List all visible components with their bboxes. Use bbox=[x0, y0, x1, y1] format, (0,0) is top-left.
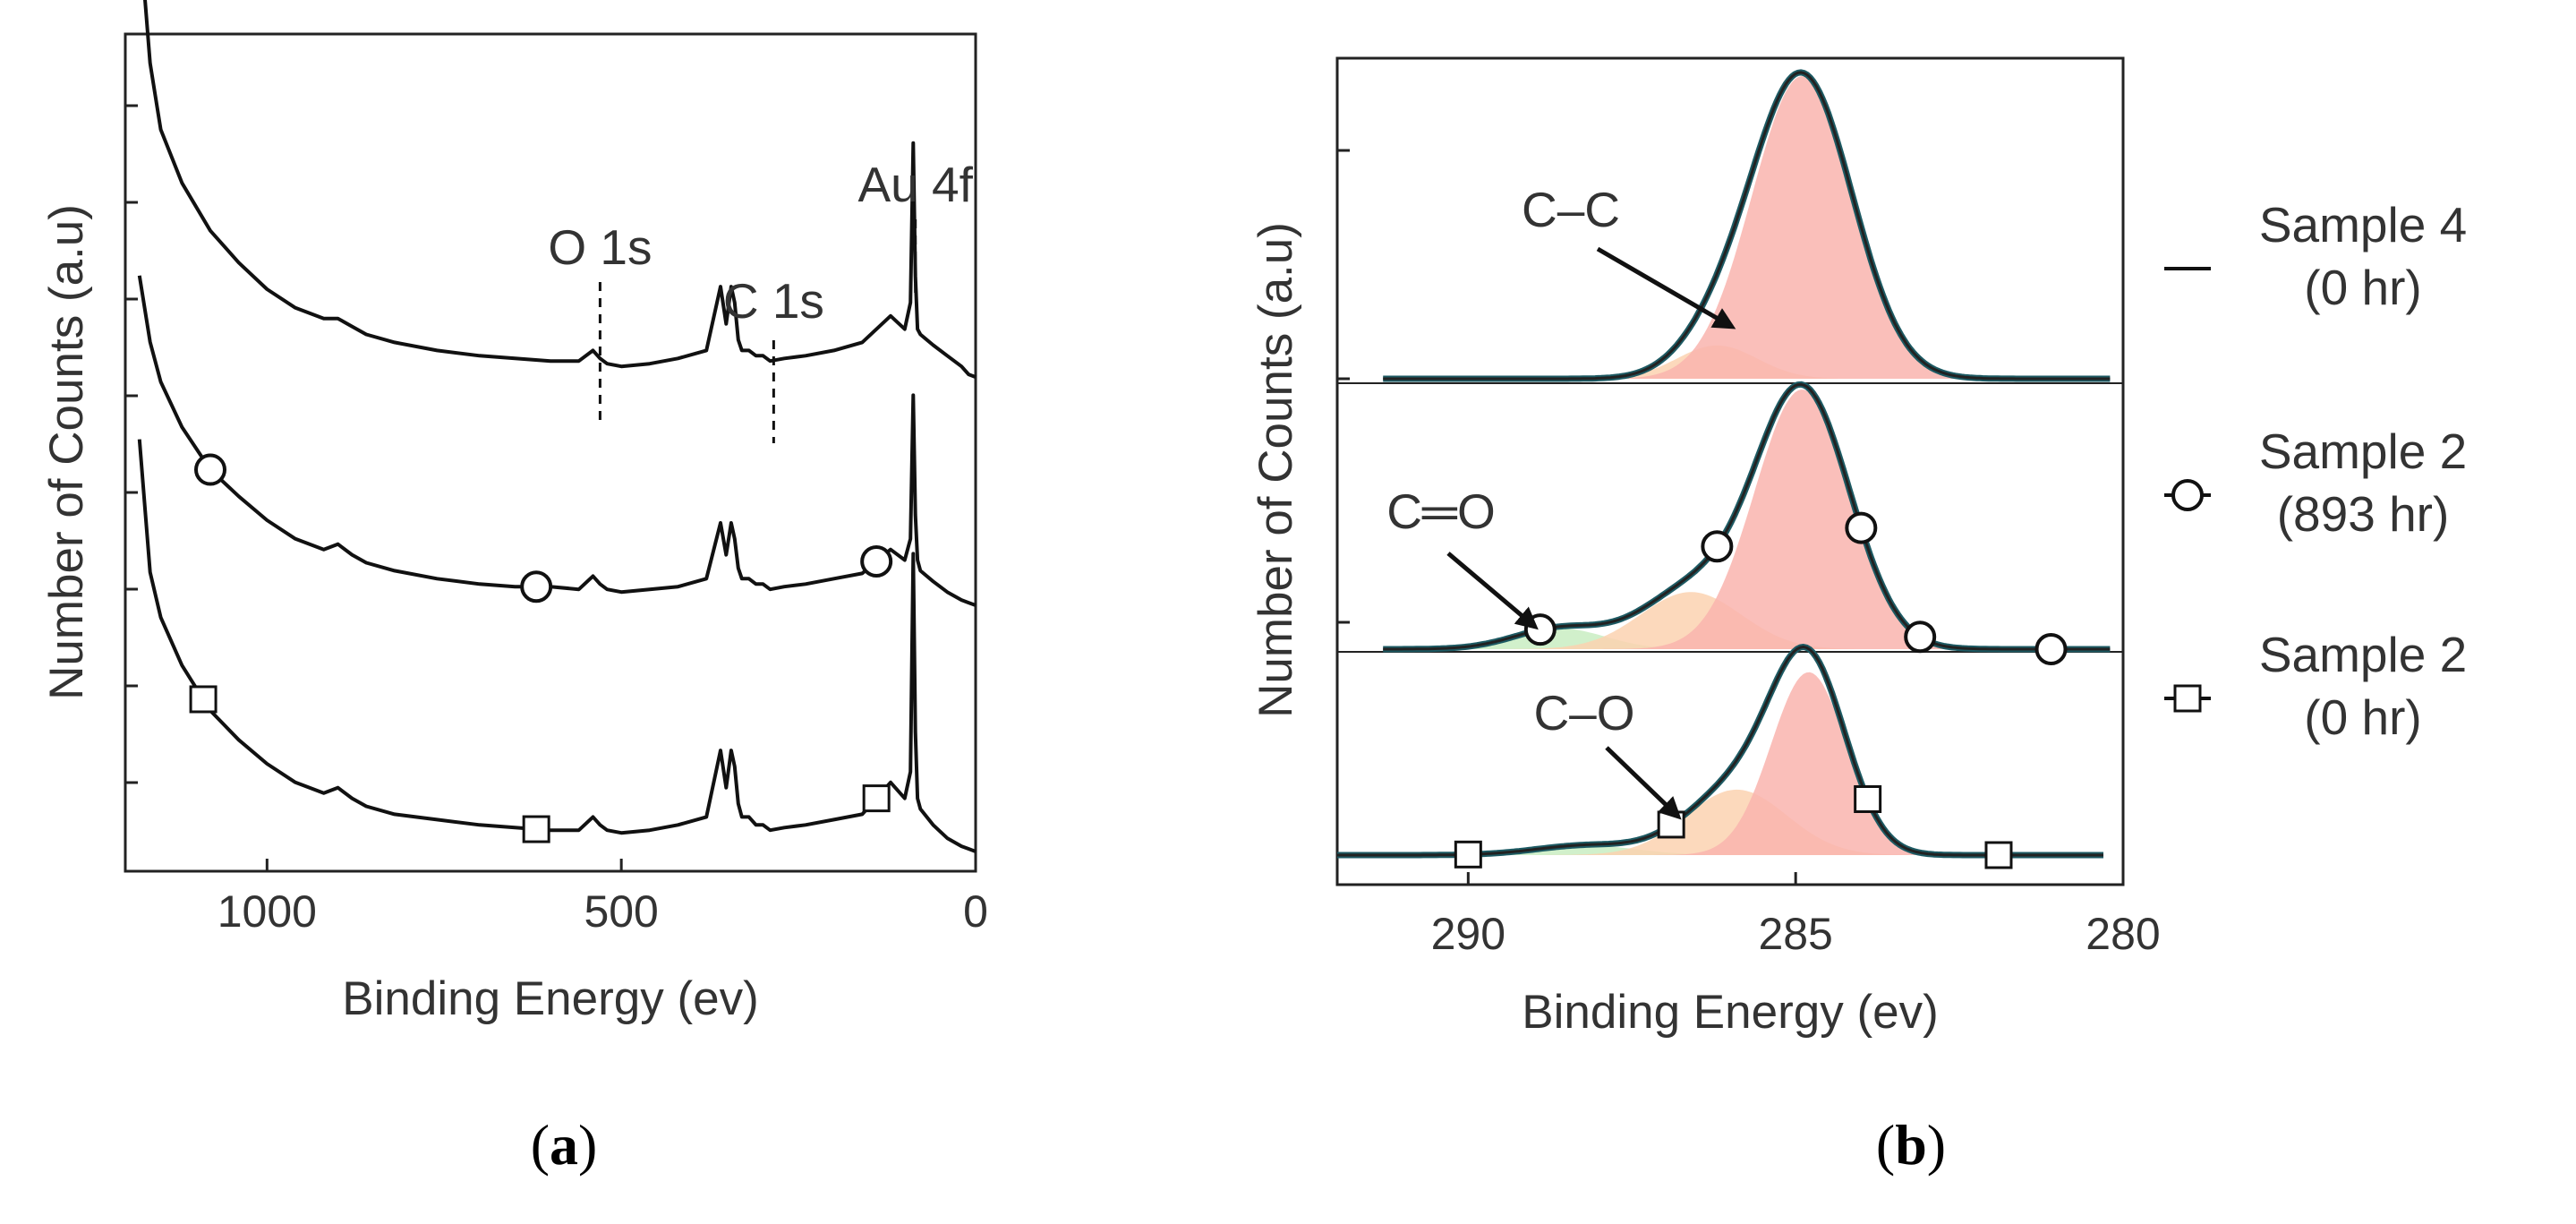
panel-b-y-axis-title: Number of Counts (a.u) bbox=[1250, 222, 1302, 718]
annotation-label: C 1s bbox=[723, 273, 824, 329]
panel-b-y-ticks bbox=[1337, 149, 1350, 857]
series-none bbox=[143, 0, 977, 379]
series-marker bbox=[1904, 621, 1937, 654]
series-square bbox=[137, 439, 977, 853]
panel-a-chart: 1000 500 0 O 1s C 1s Au 4f Binding Energy (e… bbox=[40, 0, 988, 1177]
component-fill bbox=[1383, 628, 2111, 649]
legend-label-line2: (0 hr) bbox=[2304, 260, 2421, 315]
panel-a-x-axis-title: Binding Energy (ev) bbox=[342, 972, 758, 1025]
x-tick-label: 290 bbox=[1431, 909, 1506, 959]
series-marker bbox=[1845, 511, 1878, 544]
legend-label-line2: (0 hr) bbox=[2304, 689, 2421, 745]
panel-a-y-ticks bbox=[125, 104, 138, 784]
peak-label: C═O bbox=[1386, 484, 1495, 539]
peak-label: C–C bbox=[1522, 182, 1620, 237]
panel-b-x-axis-title: Binding Energy (ev) bbox=[1522, 986, 1938, 1039]
panel-a-axes-frame bbox=[124, 32, 977, 873]
series-bottom bbox=[1337, 644, 2103, 869]
series-top bbox=[1383, 69, 2111, 382]
x-tick-label: 500 bbox=[584, 886, 658, 937]
peak-arrow bbox=[1605, 746, 1682, 820]
panel-b-axes-frame bbox=[1335, 56, 2125, 886]
series-marker bbox=[1984, 841, 2013, 869]
series-middle bbox=[1383, 381, 2111, 665]
envelope-line bbox=[1383, 71, 2111, 381]
component-fill bbox=[1383, 389, 2111, 649]
series-marker bbox=[1454, 840, 1482, 869]
legend-marker bbox=[2171, 479, 2204, 511]
panel-b-x-ticks: 290 285 280 bbox=[1337, 382, 2161, 959]
panel-a-annotations: O 1s C 1s Au 4f bbox=[548, 157, 974, 443]
series-marker bbox=[520, 570, 553, 603]
legend: Sample 4 (0 hr) Sample 2 (893 hr) Sample 2 (0… bbox=[2164, 197, 2467, 745]
panel-b-chart: 290 285 280 C–CC═OC–O Binding Energy (ev) … bbox=[1250, 56, 2467, 1177]
series-line bbox=[137, 439, 977, 853]
panel-b-label: (b) bbox=[1876, 1113, 1946, 1177]
legend-entry: Sample 4 (0 hr) bbox=[2164, 197, 2467, 315]
series-line bbox=[143, 0, 977, 379]
panel-a-y-axis-title: Number of Counts (a.u) bbox=[40, 204, 93, 700]
peak-arrow bbox=[1596, 246, 1736, 330]
legend-label-line2: (893 hr) bbox=[2277, 486, 2450, 542]
panel-a-series bbox=[137, 0, 977, 853]
envelope-line bbox=[1383, 382, 2111, 651]
series-marker bbox=[862, 784, 891, 813]
panel-b-series bbox=[1337, 69, 2111, 869]
series-marker bbox=[1657, 810, 1685, 839]
legend-label-line1: Sample 2 bbox=[2259, 424, 2467, 479]
legend-entry: Sample 2 (893 hr) bbox=[2164, 424, 2467, 542]
series-circle bbox=[137, 275, 977, 607]
annotation-label: O 1s bbox=[548, 219, 652, 275]
panel-a-x-ticks: 1000 500 0 bbox=[218, 859, 988, 937]
series-marker bbox=[189, 685, 218, 714]
x-tick-label: 285 bbox=[1758, 909, 1832, 959]
series-marker bbox=[860, 545, 893, 578]
series-marker bbox=[2034, 632, 2068, 665]
panel-a-label: (a) bbox=[531, 1113, 598, 1177]
series-marker bbox=[1523, 613, 1557, 646]
series-marker bbox=[522, 815, 550, 843]
component-fill bbox=[1337, 789, 2103, 855]
legend-label-line1: Sample 4 bbox=[2259, 197, 2467, 253]
series-marker bbox=[194, 453, 226, 486]
panel-b-annotations: C–C C═O C–O bbox=[1386, 182, 1736, 820]
component-fill bbox=[1383, 76, 2111, 379]
legend-marker bbox=[2173, 684, 2202, 713]
peak-arrow bbox=[1446, 552, 1539, 630]
x-tick-label: 0 bbox=[963, 886, 988, 937]
series-line bbox=[137, 275, 977, 607]
legend-entry: Sample 2 (0 hr) bbox=[2164, 627, 2467, 745]
series-marker bbox=[1854, 785, 1882, 814]
legend-label-line1: Sample 2 bbox=[2259, 627, 2467, 682]
x-tick-label: 1000 bbox=[218, 886, 317, 937]
annotation-label: Au 4f bbox=[857, 157, 973, 212]
x-tick-label: 280 bbox=[2086, 909, 2160, 959]
peak-label: C–O bbox=[1533, 685, 1634, 740]
series-marker bbox=[1701, 530, 1734, 563]
